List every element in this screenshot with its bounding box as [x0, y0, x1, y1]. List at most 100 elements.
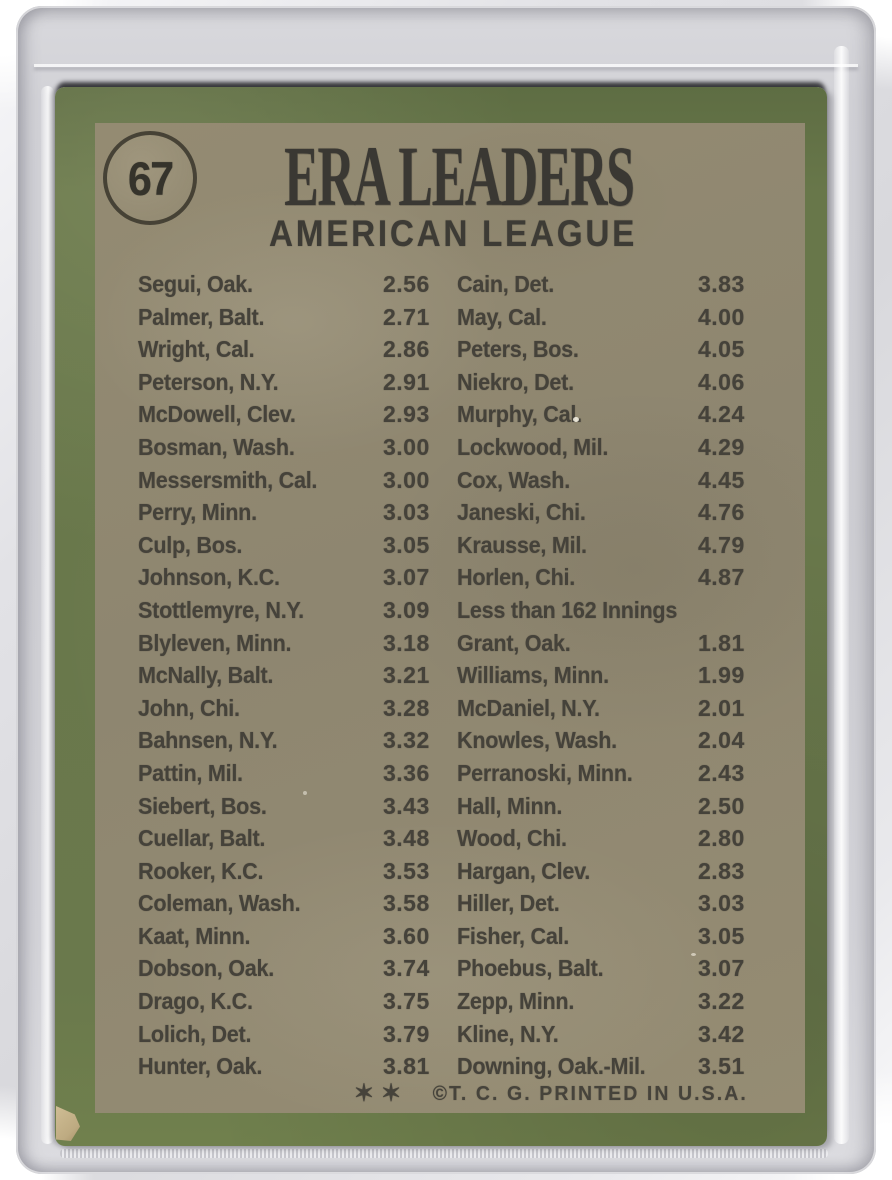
stat-row: Cain, Det. 3.83 — [457, 268, 745, 301]
stat-row: Culp, Bos. 3.05 — [138, 529, 430, 562]
era-value: 2.71 — [383, 303, 430, 330]
era-value: 2.83 — [698, 857, 745, 884]
era-value: 4.76 — [698, 499, 745, 526]
player-name: Fisher, Cal. — [457, 922, 570, 949]
player-name: Krausse, Mil. — [457, 531, 587, 558]
player-name: Peters, Bos. — [457, 336, 579, 363]
era-value: 4.05 — [698, 336, 745, 363]
era-value: 3.18 — [383, 629, 430, 656]
stat-row: Grant, Oak. 1.81 — [457, 627, 745, 660]
card-sleeve: 67 ERA LEADERS AMERICAN LEAGUE Segui, Oa… — [16, 6, 876, 1174]
stats-column-right: Cain, Det. 3.83 May, Cal. 4.00 Peters, Bos. 4… — [457, 268, 745, 1083]
corner-damage-chip — [56, 1106, 80, 1141]
era-value: 1.81 — [698, 629, 745, 656]
era-value: 3.53 — [383, 857, 430, 884]
sleeve-top-seam — [34, 64, 858, 67]
card-footer: ✶✶ ©T. C. G. PRINTED IN U.S.A. — [354, 1079, 748, 1108]
era-value: 3.36 — [383, 759, 430, 786]
stat-row: Palmer, Balt. 2.71 — [138, 301, 430, 334]
stat-row: Fisher, Cal. 3.05 — [457, 920, 745, 953]
player-name: Cain, Det. — [457, 271, 554, 297]
player-name: Stottlemyre, N.Y. — [138, 596, 304, 623]
stat-row: Rooker, K.C. 3.53 — [138, 855, 430, 888]
trading-card-back: 67 ERA LEADERS AMERICAN LEAGUE Segui, Oa… — [55, 87, 827, 1146]
era-value: 4.29 — [698, 433, 745, 460]
player-name: Downing, Oak.-Mil. — [457, 1053, 646, 1080]
stat-row: Perry, Minn. 3.03 — [138, 496, 430, 529]
section-header-row: Less than 162 Innings — [457, 594, 745, 627]
era-value: 2.56 — [383, 271, 430, 297]
player-name: Williams, Minn. — [457, 662, 609, 689]
player-name: Cox, Wash. — [457, 466, 570, 493]
stat-row: Lolich, Det. 3.79 — [138, 1018, 430, 1051]
era-value: 2.80 — [698, 825, 745, 852]
player-name: John, Chi. — [138, 694, 240, 721]
stat-row: Kline, N.Y. 3.42 — [457, 1018, 745, 1051]
era-value: 2.93 — [383, 401, 430, 428]
player-name: May, Cal. — [457, 303, 547, 330]
stat-row: Lockwood, Mil. 4.29 — [457, 431, 745, 464]
stat-row: Kaat, Minn. 3.60 — [138, 920, 430, 953]
era-value: 3.00 — [383, 433, 430, 460]
player-name: Rooker, K.C. — [138, 857, 264, 884]
surface-speck — [691, 953, 696, 956]
stat-row: McDaniel, N.Y. 2.01 — [457, 692, 745, 725]
stat-row: Pattin, Mil. 3.36 — [138, 757, 430, 790]
player-name: Culp, Bos. — [138, 531, 243, 558]
stat-row: Coleman, Wash. 3.58 — [138, 887, 430, 920]
card-number: 67 — [127, 151, 174, 205]
card-subtitle: AMERICAN LEAGUE — [269, 213, 637, 254]
sleeve-ribbed-edge — [60, 1149, 828, 1158]
stat-row: Janeski, Chi. 4.76 — [457, 496, 745, 529]
player-name: Pattin, Mil. — [138, 759, 243, 786]
player-name: Kline, N.Y. — [457, 1020, 559, 1047]
era-value: 2.01 — [698, 694, 745, 721]
stat-row: Cox, Wash. 4.45 — [457, 464, 745, 497]
surface-speck — [303, 791, 307, 795]
surface-speck — [573, 417, 579, 422]
era-value: 2.86 — [383, 336, 430, 363]
era-value: 3.07 — [698, 955, 745, 982]
player-name: Grant, Oak. — [457, 629, 571, 656]
stat-row: Hargan, Clev. 2.83 — [457, 855, 745, 888]
era-value: 3.00 — [383, 466, 430, 493]
player-name: Messersmith, Cal. — [138, 466, 318, 493]
player-name: Knowles, Wash. — [457, 727, 617, 754]
era-value: 4.24 — [698, 401, 745, 428]
player-name: Hunter, Oak. — [138, 1053, 263, 1080]
stat-row: McDowell, Clev. 2.93 — [138, 398, 430, 431]
era-value: 3.32 — [383, 727, 430, 754]
era-value: 4.00 — [698, 303, 745, 330]
stat-row: Zepp, Minn. 3.22 — [457, 985, 745, 1018]
stat-row: Siebert, Bos. 3.43 — [138, 790, 430, 823]
section-header: Less than 162 Innings — [457, 596, 678, 623]
stat-row: Cuellar, Balt. 3.48 — [138, 822, 430, 855]
player-name: Wright, Cal. — [138, 336, 255, 363]
stat-row: McNally, Balt. 3.21 — [138, 659, 430, 692]
player-name: Phoebus, Balt. — [457, 955, 604, 982]
stat-row: Knowles, Wash. 2.04 — [457, 724, 745, 757]
stat-row: John, Chi. 3.28 — [138, 692, 430, 725]
era-value: 2.50 — [698, 792, 745, 819]
era-value: 2.43 — [698, 759, 745, 786]
stat-row: Wood, Chi. 2.80 — [457, 822, 745, 855]
stat-row: Dobson, Oak. 3.74 — [138, 952, 430, 985]
era-value: 3.51 — [698, 1053, 745, 1080]
card-panel: 67 ERA LEADERS AMERICAN LEAGUE Segui, Oa… — [95, 123, 805, 1113]
era-value: 3.81 — [383, 1053, 430, 1080]
stat-row: Wright, Cal. 2.86 — [138, 333, 430, 366]
player-name: Lockwood, Mil. — [457, 433, 609, 460]
stat-row: Messersmith, Cal. 3.00 — [138, 464, 430, 497]
player-name: Bosman, Wash. — [138, 433, 295, 460]
stat-row: Hiller, Det. 3.03 — [457, 887, 745, 920]
player-name: Peterson, N.Y. — [138, 368, 279, 395]
player-name: Janeski, Chi. — [457, 499, 586, 526]
player-name: Hiller, Det. — [457, 890, 560, 917]
stat-row: Perranoski, Minn. 2.43 — [457, 757, 745, 790]
stat-row: Krausse, Mil. 4.79 — [457, 529, 745, 562]
player-name: Hall, Minn. — [457, 792, 563, 819]
player-name: Blyleven, Minn. — [138, 629, 292, 656]
star-marks: ✶✶ — [353, 1080, 409, 1107]
era-value: 3.03 — [383, 499, 430, 526]
